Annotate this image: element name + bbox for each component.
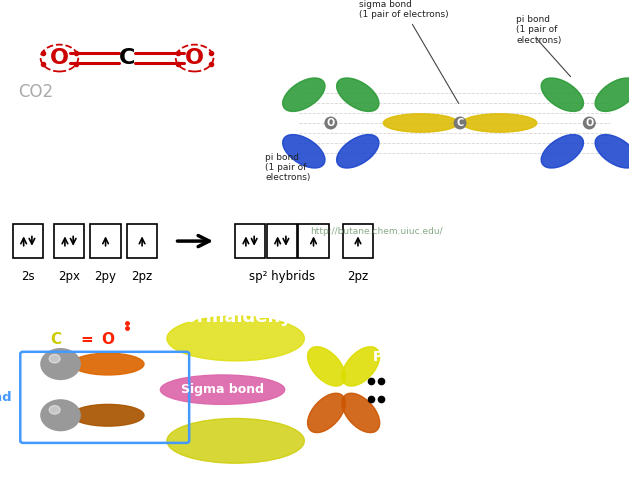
Text: sigma bond
(1 pair of electrons): sigma bond (1 pair of electrons) <box>359 0 458 103</box>
Ellipse shape <box>167 418 304 463</box>
Text: H: H <box>23 343 36 359</box>
Ellipse shape <box>337 78 379 112</box>
Ellipse shape <box>595 78 635 112</box>
Ellipse shape <box>283 134 325 168</box>
Text: O: O <box>102 332 114 347</box>
Ellipse shape <box>384 114 458 132</box>
Text: O: O <box>185 48 204 68</box>
Text: C: C <box>119 48 135 68</box>
Ellipse shape <box>72 353 144 375</box>
Ellipse shape <box>161 375 284 404</box>
Text: Sigma bond: Sigma bond <box>181 383 264 396</box>
Circle shape <box>49 354 60 363</box>
Ellipse shape <box>595 134 635 168</box>
Text: C: C <box>50 332 61 347</box>
Text: pi bond
(1 pair of
electrons): pi bond (1 pair of electrons) <box>516 15 561 45</box>
Bar <box>267 224 297 258</box>
Ellipse shape <box>307 393 345 432</box>
Text: O: O <box>50 48 69 68</box>
Circle shape <box>41 349 80 379</box>
Bar <box>90 224 121 258</box>
Text: 2 Lone
Pairs: 2 Lone Pairs <box>366 334 419 364</box>
Circle shape <box>49 405 60 414</box>
Bar <box>13 224 43 258</box>
Ellipse shape <box>337 134 379 168</box>
Bar <box>343 224 373 258</box>
Text: π bond: π bond <box>0 391 11 404</box>
Text: sp² hybrids: sp² hybrids <box>249 271 315 283</box>
Text: 2py: 2py <box>95 271 117 283</box>
Text: trigonal planar (3 regions of electron density): trigonal planar (3 regions of electron d… <box>22 468 403 483</box>
Ellipse shape <box>72 404 144 426</box>
Bar <box>235 224 265 258</box>
Text: Formaldehyde: Formaldehyde <box>173 308 318 326</box>
Text: 2px: 2px <box>58 271 80 283</box>
Text: 2pz: 2pz <box>347 271 368 283</box>
Text: 2pz: 2pz <box>131 271 152 283</box>
Text: CO2: CO2 <box>18 84 53 101</box>
Text: pi bond
(1 pair of
electrons): pi bond (1 pair of electrons) <box>265 153 311 183</box>
Bar <box>127 224 157 258</box>
Ellipse shape <box>307 347 345 386</box>
Ellipse shape <box>167 316 304 361</box>
Bar <box>298 224 329 258</box>
Bar <box>54 224 84 258</box>
Ellipse shape <box>541 78 584 112</box>
Text: O: O <box>585 118 594 128</box>
Ellipse shape <box>541 134 584 168</box>
Ellipse shape <box>462 114 537 132</box>
Text: O: O <box>326 118 335 128</box>
Text: http://butane.chem.uiuc.edu/: http://butane.chem.uiuc.edu/ <box>310 227 443 236</box>
Text: 2s: 2s <box>21 271 34 283</box>
Text: H: H <box>23 318 36 333</box>
Ellipse shape <box>283 78 325 112</box>
Text: =: = <box>81 332 93 347</box>
Circle shape <box>41 400 80 430</box>
Text: C: C <box>457 118 464 128</box>
Ellipse shape <box>342 347 380 386</box>
Ellipse shape <box>342 393 380 432</box>
